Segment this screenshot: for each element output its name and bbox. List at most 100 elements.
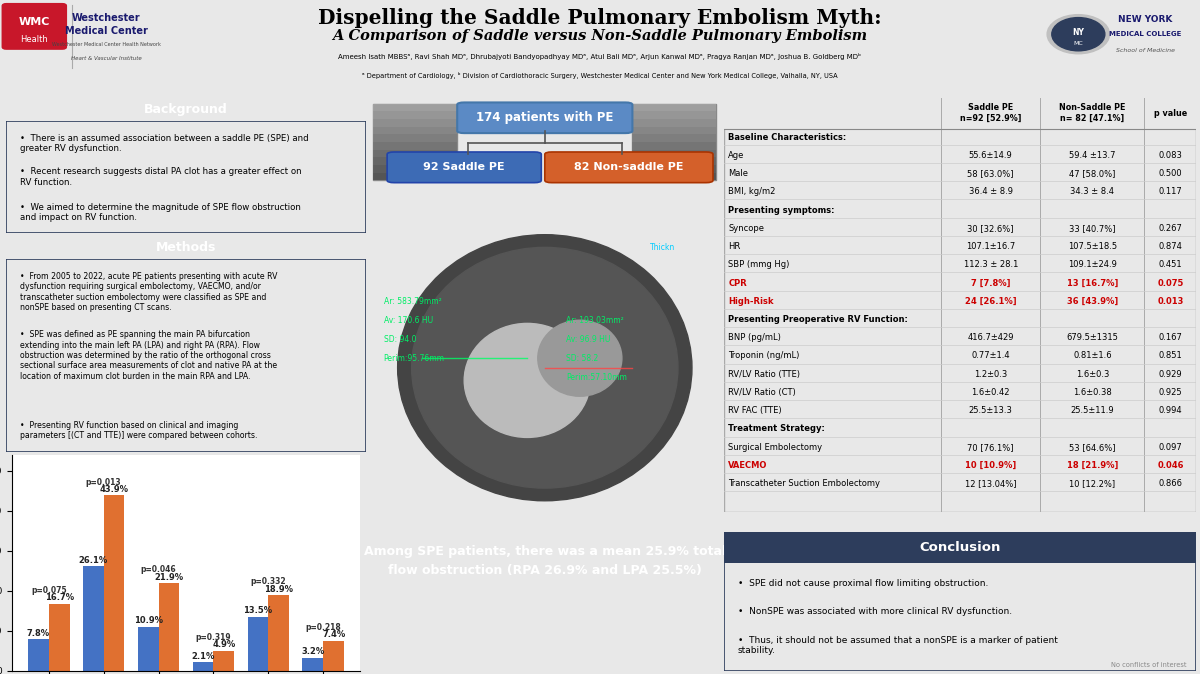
Text: School of Medicine: School of Medicine [1116,49,1175,53]
Text: Transcatheter Suction Embolectomy: Transcatheter Suction Embolectomy [728,479,881,488]
Text: 7.4%: 7.4% [322,630,346,640]
Text: Ar: 193.03mm²: Ar: 193.03mm² [566,315,624,325]
Text: 0.77±1.4: 0.77±1.4 [972,351,1010,361]
Text: Background: Background [144,103,228,116]
Text: Saddle PE
n=92 [52.9%]: Saddle PE n=92 [52.9%] [960,103,1021,123]
FancyBboxPatch shape [545,152,713,183]
Text: 70 [76.1%]: 70 [76.1%] [967,443,1014,452]
Text: 25.5±11.9: 25.5±11.9 [1070,406,1114,415]
Text: 10.9%: 10.9% [133,617,163,625]
Bar [247,617,269,671]
Text: A Comparison of Saddle versus Non-Saddle Pulmonary Embolism: A Comparison of Saddle versus Non-Saddle… [332,29,868,43]
Bar [632,142,716,150]
Text: 21.9%: 21.9% [155,572,184,582]
Text: •  Thus, it should not be assumed that a nonSPE is a marker of patient
stability: • Thus, it should not be assumed that a … [738,636,1057,655]
Bar [158,583,180,671]
Text: Age: Age [728,151,745,160]
Text: 0.167: 0.167 [1158,333,1182,342]
Text: Male: Male [728,169,749,178]
Bar [632,119,716,127]
Bar [323,641,344,671]
Text: 18.9%: 18.9% [264,584,293,594]
Bar [373,111,457,119]
Bar [632,111,716,119]
Bar [192,663,214,671]
Text: 0.81±1.6: 0.81±1.6 [1073,351,1111,361]
Text: 1.2±0.3: 1.2±0.3 [974,370,1007,379]
Text: 0.500: 0.500 [1158,169,1182,178]
Text: 3.2%: 3.2% [301,647,324,656]
Bar [632,150,716,157]
Text: 92 Saddle PE: 92 Saddle PE [424,162,505,173]
Text: 13.5%: 13.5% [244,606,272,615]
Text: 1.6±0.3: 1.6±0.3 [1075,370,1109,379]
Text: 10 [10.9%]: 10 [10.9%] [965,461,1016,470]
Text: Presenting Preoperative RV Function:: Presenting Preoperative RV Function: [728,315,908,324]
Text: RV/LV Ratio (CT): RV/LV Ratio (CT) [728,388,796,397]
Text: •  Presenting RV function based on clinical and imaging
parameters [(CT and TTE): • Presenting RV function based on clinic… [20,421,258,440]
Bar [373,173,457,181]
Bar [302,658,323,671]
Text: Perim:95.76mm: Perim:95.76mm [384,354,445,363]
Bar [373,150,457,157]
Text: 36.4 ± 8.9: 36.4 ± 8.9 [968,187,1013,196]
Text: 0.451: 0.451 [1158,260,1182,270]
Bar [632,157,716,165]
Circle shape [1051,18,1105,51]
Text: 58 [63.0%]: 58 [63.0%] [967,169,1014,178]
Text: p=0.319: p=0.319 [196,634,232,642]
Text: p=0.332: p=0.332 [251,578,286,586]
Bar [28,640,49,671]
Text: 0.267: 0.267 [1158,224,1182,233]
Text: RV/LV Ratio (TTE): RV/LV Ratio (TTE) [728,370,800,379]
Bar [724,98,1196,129]
Text: 12 [13.04%]: 12 [13.04%] [965,479,1016,488]
Bar [373,119,457,127]
Text: 1.6±0.42: 1.6±0.42 [972,388,1010,397]
Text: •  We aimed to determine the magnitude of SPE flow obstruction
and impact on RV : • We aimed to determine the magnitude of… [20,203,301,222]
Text: No conflicts of interest: No conflicts of interest [1111,662,1187,668]
Text: 34.3 ± 8.4: 34.3 ± 8.4 [1070,187,1115,196]
Text: 109.1±24.9: 109.1±24.9 [1068,260,1117,270]
Text: Troponin (ng/mL): Troponin (ng/mL) [728,351,799,361]
Text: Ar: 583.79mm²: Ar: 583.79mm² [384,297,442,306]
Text: Av: 96.9 HU: Av: 96.9 HU [566,335,610,344]
Bar [632,165,716,173]
Text: 0.117: 0.117 [1158,187,1182,196]
Text: 53 [64.6%]: 53 [64.6%] [1069,443,1116,452]
Text: MC: MC [1074,42,1084,47]
Bar [632,104,716,181]
Bar [269,595,289,671]
Bar [632,173,716,181]
Bar [214,651,234,671]
Text: Av: 170.6 HU: Av: 170.6 HU [384,315,433,325]
Text: Syncope: Syncope [728,224,764,233]
Text: •  From 2005 to 2022, acute PE patients presenting with acute RV
dysfunction req: • From 2005 to 2022, acute PE patients p… [20,272,277,312]
Bar [83,566,103,671]
Bar [632,127,716,134]
Text: CPR: CPR [728,278,748,288]
Text: p=0.046: p=0.046 [140,565,176,574]
Text: •  SPE was defined as PE spanning the main PA bifurcation
extending into the mai: • SPE was defined as PE spanning the mai… [20,330,277,381]
Text: 4.9%: 4.9% [212,640,235,650]
Text: High-Risk: High-Risk [728,297,774,306]
Text: 59.4 ±13.7: 59.4 ±13.7 [1069,151,1116,160]
Text: 416.7±429: 416.7±429 [967,333,1014,342]
Text: 2.1%: 2.1% [191,652,215,661]
Text: 174 patients with PE: 174 patients with PE [476,111,613,124]
Text: 0.097: 0.097 [1158,443,1182,452]
Text: 112.3 ± 28.1: 112.3 ± 28.1 [964,260,1018,270]
Text: 13 [16.7%]: 13 [16.7%] [1067,278,1118,288]
Text: Perim:57.10mm: Perim:57.10mm [566,373,626,381]
Text: SD: 58.2: SD: 58.2 [566,354,598,363]
Text: 107.1±16.7: 107.1±16.7 [966,242,1015,251]
Text: SD: 94.0: SD: 94.0 [384,335,416,344]
FancyBboxPatch shape [1,3,67,50]
Text: 0.013: 0.013 [1157,297,1183,306]
Bar [103,495,125,671]
Text: 0.083: 0.083 [1158,151,1182,160]
Text: ᵃ Department of Cardiology, ᵇ Division of Cardiothoracic Surgery, Westchester Me: ᵃ Department of Cardiology, ᵇ Division o… [362,71,838,79]
Text: p=0.218: p=0.218 [306,623,341,632]
Text: 26.1%: 26.1% [78,556,108,565]
Text: 1.6±0.38: 1.6±0.38 [1073,388,1111,397]
